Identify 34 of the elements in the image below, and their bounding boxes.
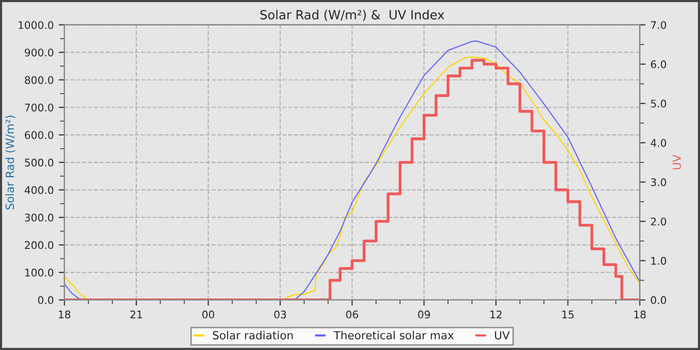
y2-tick-label: 4.0 — [650, 138, 666, 147]
y2-tick-label: 6.0 — [650, 60, 666, 68]
legend-label: UV — [495, 331, 510, 340]
y-tick-label: 900.0 — [24, 48, 54, 56]
y2-tick-label: 1.0 — [651, 256, 666, 265]
y-axis-title: Solar Rad (W/m²) — [5, 116, 16, 210]
legend-label: Theoretical solar max — [334, 330, 454, 340]
y2-tick-label: 5.0 — [651, 100, 666, 108]
legend-label: Solar radiation — [212, 330, 293, 340]
y-tick-label: 100.0 — [25, 268, 54, 277]
y2-tick-label: 3.0 — [651, 178, 666, 186]
x-tick-label: 12 — [490, 310, 502, 318]
y-tick-label: 800.0 — [24, 76, 54, 84]
y-tick-label: 600.0 — [24, 131, 54, 139]
y-tick-label: 500.0 — [24, 158, 54, 167]
y2-tick-label: 0.0 — [650, 296, 666, 304]
y-tick-label: 300.0 — [24, 214, 54, 222]
y-tick-label: 200.0 — [24, 241, 54, 250]
y2-tick-label: 2.0 — [650, 218, 666, 226]
x-tick-label: 06 — [346, 310, 358, 318]
x-tick-label: 15 — [562, 310, 574, 318]
x-tick-label: 18 — [634, 310, 646, 318]
chart-title: Solar Rad (W/m²) & UV Index — [260, 10, 444, 21]
y-tick-label: 400.0 — [24, 186, 54, 194]
x-tick-label: 18 — [58, 310, 70, 318]
y-tick-label: 1000.0 — [18, 21, 54, 29]
y2-tick-label: 7.0 — [651, 21, 666, 29]
x-tick-label: 09 — [418, 310, 430, 318]
y-tick-label: 0.0 — [38, 296, 54, 304]
y-tick-label: 700.0 — [25, 104, 54, 112]
x-tick-label: 03 — [274, 310, 286, 318]
x-tick-label: 00 — [202, 310, 214, 318]
y2-axis-title: UV — [672, 154, 681, 170]
x-tick-label: 21 — [130, 310, 142, 318]
